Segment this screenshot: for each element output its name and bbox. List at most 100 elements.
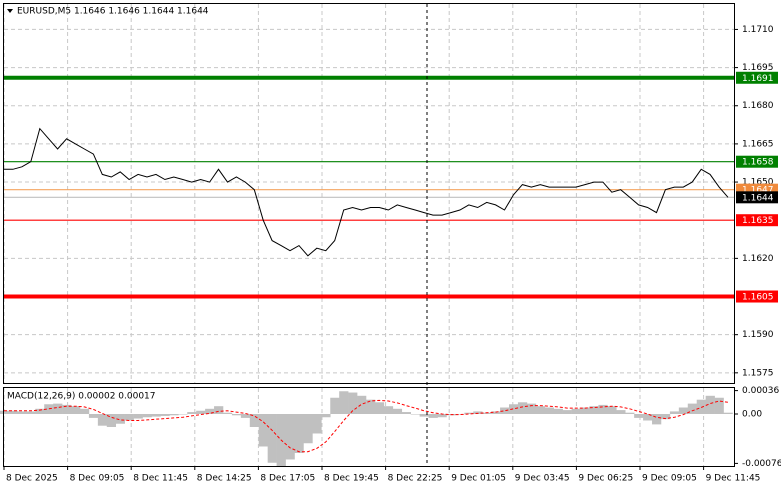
- macd-bar: [124, 414, 134, 421]
- macd-title: MACD(12,26,9) 0.00002 0.00017: [7, 392, 156, 402]
- macd-bar: [491, 411, 501, 414]
- macd-bar: [357, 395, 367, 414]
- macd-bar: [303, 414, 313, 444]
- y-tick-label: 0.00: [742, 410, 762, 420]
- macd-bar: [705, 395, 715, 414]
- macd-bar: [437, 414, 447, 418]
- level-tag-label: 1.1658: [742, 158, 774, 168]
- macd-bar: [53, 403, 63, 414]
- macd-bar: [115, 414, 125, 424]
- y-tick-label: 1.1710: [742, 25, 774, 35]
- macd-bar: [97, 414, 108, 426]
- macd-bar: [401, 412, 411, 414]
- macd-bar: [8, 410, 18, 414]
- x-tick-label: 9 Dec 11:45: [706, 474, 761, 484]
- macd-bar: [562, 410, 572, 414]
- macd-bar: [660, 414, 671, 420]
- x-tick-label: 9 Dec 03:45: [515, 474, 570, 484]
- macd-bar: [178, 414, 188, 415]
- macd-bar: [392, 408, 403, 414]
- macd-bar: [589, 406, 599, 414]
- macd-bar: [312, 414, 322, 434]
- macd-bar: [151, 414, 161, 417]
- x-tick-label: 9 Dec 01:05: [451, 474, 506, 484]
- macd-bar: [17, 411, 27, 414]
- macd-bar: [222, 412, 233, 414]
- macd-bar: [652, 414, 662, 425]
- macd-bar: [428, 414, 438, 418]
- macd-bar: [339, 391, 349, 414]
- macd-bar: [482, 412, 492, 414]
- macd-bar: [410, 414, 420, 415]
- x-tick-label: 8 Dec 22:25: [388, 474, 443, 484]
- macd-bar: [249, 414, 260, 427]
- level-tag-label: 1.1644: [742, 193, 774, 203]
- collapse-icon: [7, 9, 13, 13]
- macd-bar: [669, 411, 680, 414]
- macd-bar: [517, 402, 528, 414]
- x-tick-label: 8 Dec 14:25: [197, 474, 252, 484]
- macd-bar: [79, 408, 90, 414]
- macd-bar: [366, 399, 376, 414]
- macd-bar: [535, 406, 546, 414]
- macd-bar: [133, 414, 143, 419]
- macd-bar: [616, 410, 626, 414]
- macd-bar: [196, 410, 206, 414]
- level-tag: [736, 71, 778, 84]
- x-tick-label: 9 Dec 06:25: [578, 474, 633, 484]
- macd-bar: [473, 411, 483, 414]
- price-title: EURUSD,M5 1.1646 1.1646 1.1644 1.1644: [17, 7, 209, 17]
- x-tick-label: 9 Dec 09:05: [642, 474, 697, 484]
- macd-bar: [723, 412, 733, 414]
- x-tick-label: 8 Dec 2025: [6, 474, 58, 484]
- mark-layer: 8 Dec 2025 8 Dec 09:05 8 Dec 11:45 8 Dec 14…: [0, 25, 781, 484]
- macd-bar: [330, 397, 340, 414]
- level-tag-label: 1.1691: [742, 74, 774, 84]
- signal-line: [4, 399, 729, 453]
- macd-bar: [455, 414, 465, 415]
- price-line: [4, 127, 729, 257]
- macd-bar: [231, 414, 242, 416]
- macd-bar: [464, 412, 474, 414]
- macd-bar: [544, 407, 555, 414]
- macd-bar: [71, 406, 81, 414]
- macd-bar: [294, 414, 304, 453]
- macd-bar: [62, 404, 72, 414]
- macd-panel-frame: [3, 387, 735, 467]
- x-tick-label: 8 Dec 17:05: [260, 474, 315, 484]
- macd-bar: [634, 414, 644, 418]
- macd-bar: [607, 406, 617, 414]
- macd-bar: [553, 408, 563, 414]
- level-tag: [736, 155, 778, 168]
- macd-bar: [580, 407, 590, 414]
- macd-bar: [26, 411, 36, 414]
- y-tick-label: 1.1575: [742, 368, 774, 378]
- level-tag-label: 1.1605: [742, 293, 774, 303]
- macd-bar: [187, 412, 197, 414]
- y-tick-label: 1.1680: [742, 101, 774, 111]
- y-tick-label: 1.1590: [742, 330, 774, 340]
- grid-layer: [3, 4, 734, 466]
- macd-bar: [348, 392, 358, 414]
- macd-bar: [714, 397, 724, 414]
- macd-bar: [509, 404, 519, 414]
- y-tick-label: 1.1620: [742, 254, 774, 264]
- macd-bar: [285, 414, 295, 460]
- macd-bar: [687, 403, 698, 414]
- macd-bar: [88, 414, 99, 418]
- macd-bar: [571, 408, 581, 414]
- macd-bar: [500, 407, 510, 414]
- macd-bar: [643, 414, 653, 421]
- x-tick-label: 8 Dec 09:05: [70, 474, 125, 484]
- y-tick-label: 1.1665: [742, 139, 774, 149]
- level-tag: [736, 290, 778, 303]
- level-tag: [736, 191, 778, 204]
- level-tag-label: 1.1635: [742, 216, 774, 226]
- macd-bar: [383, 406, 394, 414]
- macd-bar: [419, 414, 429, 417]
- macd-bar: [160, 414, 170, 416]
- y-tick-label: 1.1695: [742, 63, 774, 73]
- macd-bar: [374, 402, 385, 414]
